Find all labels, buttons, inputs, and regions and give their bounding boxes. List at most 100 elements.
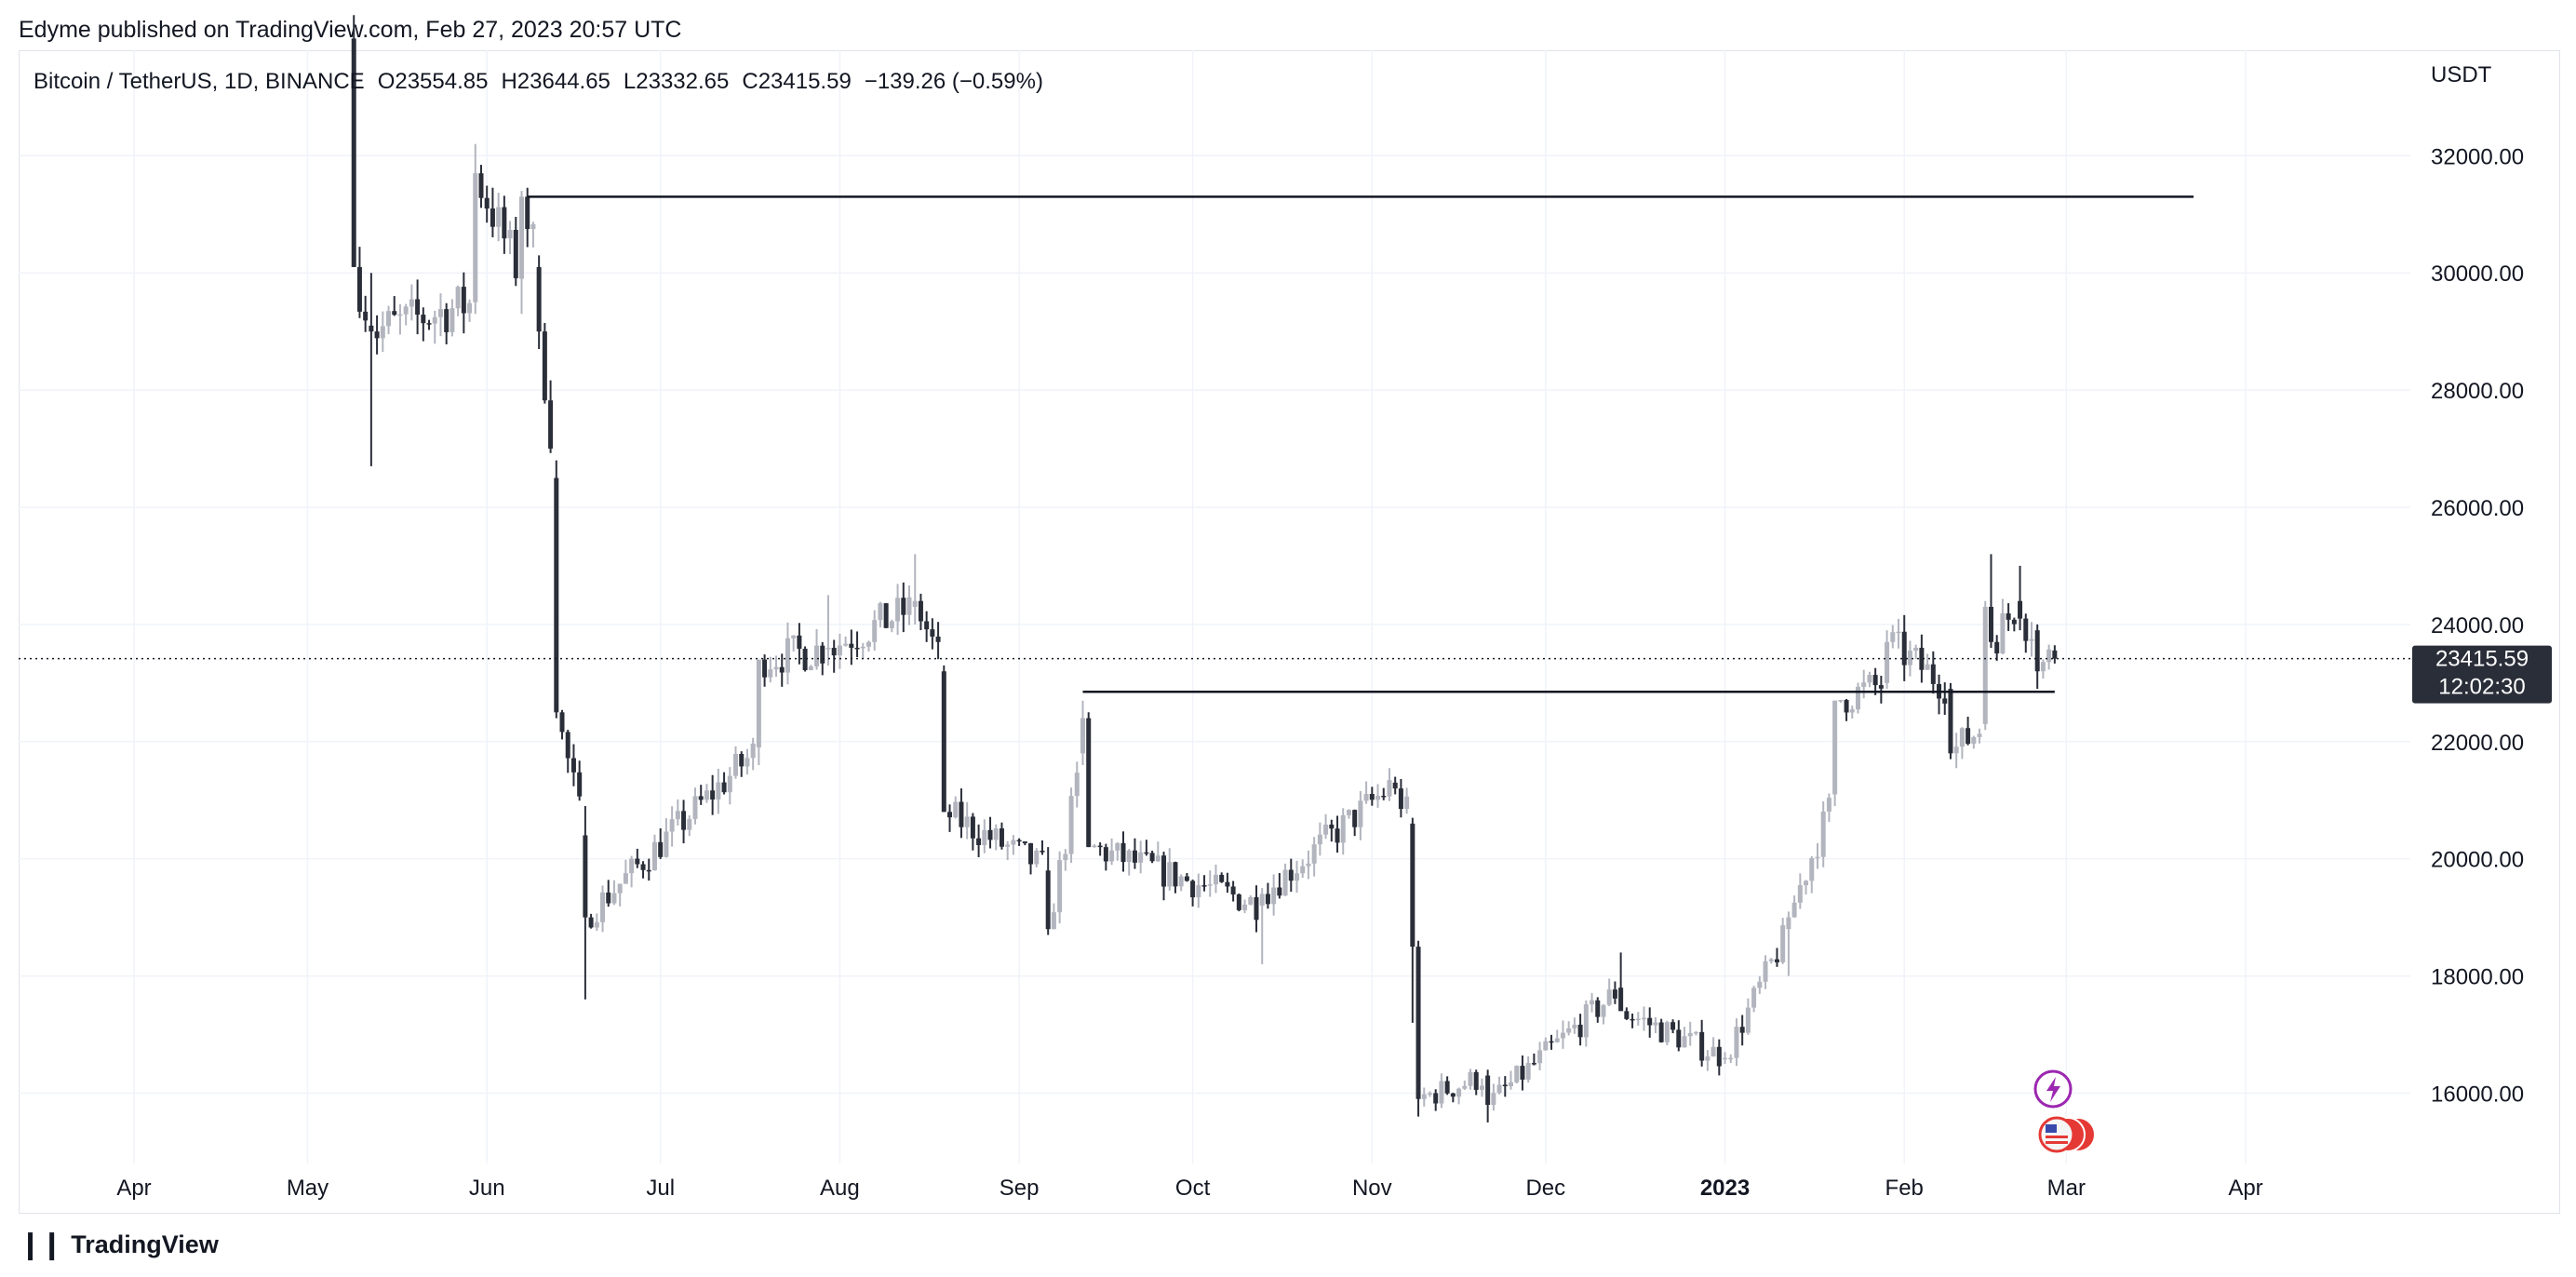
flag-stripe	[2046, 1136, 2068, 1138]
price-tick-label: 16000.00	[2431, 1082, 2524, 1107]
candle-body	[1797, 885, 1803, 903]
candle-body	[1953, 746, 1959, 754]
candle-body	[872, 620, 878, 642]
candle-body	[1092, 845, 1097, 848]
candle-body	[1207, 884, 1213, 886]
candle-body	[739, 754, 745, 767]
footer[interactable]: ❙❙ TradingView	[19, 1229, 219, 1261]
candle-body	[1994, 641, 2000, 654]
candle-body	[2052, 650, 2058, 659]
candle-body	[444, 309, 449, 332]
candle-body	[1612, 989, 1617, 999]
candle-body	[1149, 853, 1155, 862]
candle-body	[490, 208, 495, 227]
candle-body	[930, 629, 935, 637]
us-flag-icon	[2038, 1116, 2075, 1153]
candle-body	[1966, 728, 1971, 745]
candle-body	[889, 621, 894, 628]
candle-body	[692, 796, 698, 819]
candle-body	[750, 743, 756, 759]
time-tick-label: Mar	[2047, 1176, 2086, 1201]
candle-body	[1907, 651, 1912, 665]
candle-body	[1723, 1057, 1728, 1060]
candle-body	[1849, 709, 1855, 713]
candle-body	[1502, 1084, 1508, 1087]
event-markers[interactable]	[2033, 1069, 2096, 1153]
candle-body	[1566, 1028, 1572, 1033]
candle-body	[1115, 842, 1120, 851]
candle-body	[1306, 863, 1311, 867]
candle-body	[1439, 1081, 1444, 1104]
candle-body	[687, 818, 692, 830]
candle-body	[2011, 619, 2017, 625]
candle-body	[397, 314, 403, 316]
candle-body	[1676, 1029, 1682, 1048]
candle-body	[1890, 632, 1896, 642]
candle-body	[1815, 856, 1820, 859]
candle-body	[1977, 733, 1982, 737]
candle-body	[1352, 810, 1358, 827]
candle-body	[820, 645, 825, 664]
candle-body	[651, 841, 657, 870]
candle-body	[1682, 1036, 1687, 1048]
candle-body	[1485, 1075, 1491, 1106]
candle-body	[1086, 718, 1092, 848]
candle-body	[525, 196, 530, 230]
candle-body	[1126, 850, 1132, 863]
candle-body	[1051, 912, 1056, 930]
candle-body	[831, 648, 837, 656]
candle-body	[999, 828, 1004, 847]
candle-body	[1664, 1022, 1670, 1042]
low-value: L23332.65	[623, 69, 730, 94]
candle-body	[1282, 869, 1288, 896]
candle-body	[1404, 796, 1410, 810]
candle-body	[1509, 1082, 1514, 1087]
candle-body	[1757, 981, 1763, 988]
candle-body	[785, 638, 790, 673]
candle-body	[1687, 1032, 1693, 1037]
time-tick-label: Nov	[1352, 1176, 1392, 1201]
candle-body	[1132, 850, 1137, 863]
candle-body	[1219, 874, 1225, 882]
time-tick-label: Feb	[1885, 1176, 1924, 1201]
candle-body	[1074, 773, 1080, 797]
candle-body	[1925, 664, 1930, 670]
candle-body	[1103, 847, 1108, 862]
candle-body	[1080, 718, 1085, 754]
candle-body	[2018, 600, 2023, 619]
candle-body	[1288, 869, 1294, 881]
candle-body	[2046, 649, 2052, 663]
candle-body	[484, 197, 490, 209]
candle-body	[1016, 840, 1022, 842]
candle-body	[1867, 675, 1872, 683]
candle-body	[1971, 736, 1977, 745]
candle-body	[351, 38, 356, 267]
candle-body	[1948, 689, 1953, 754]
price-tick-label: 20000.00	[2431, 848, 2524, 873]
candle-body	[1201, 885, 1207, 887]
price-tick-label: 28000.00	[2431, 379, 2524, 404]
candle-body	[2029, 638, 2034, 641]
candle-body	[1346, 810, 1351, 815]
time-tick-label: Sep	[1000, 1176, 1040, 1201]
candle-body	[2006, 613, 2011, 620]
candle-body	[507, 229, 513, 239]
candle-body	[1462, 1085, 1468, 1089]
chart-frame[interactable]	[19, 50, 2560, 1214]
candle-body	[473, 173, 478, 302]
candle-body	[1144, 852, 1149, 854]
flag-stripe	[2046, 1141, 2068, 1144]
symbol-label[interactable]: Bitcoin / TetherUS, 1D, BINANCE	[34, 69, 365, 94]
candle-body	[426, 323, 432, 325]
time-tick-label: Jun	[469, 1176, 505, 1201]
candle-body	[854, 647, 860, 650]
candle-body	[941, 671, 946, 813]
candle-body	[646, 869, 651, 872]
ohlc-legend: Bitcoin / TetherUS, 1D, BINANCE O23554.85…	[34, 69, 1056, 95]
candle-body	[1196, 885, 1201, 898]
candle-body	[1398, 788, 1403, 810]
candle-body	[1913, 647, 1919, 652]
time-tick-label: Aug	[820, 1176, 860, 1201]
candle-body	[1711, 1046, 1716, 1057]
